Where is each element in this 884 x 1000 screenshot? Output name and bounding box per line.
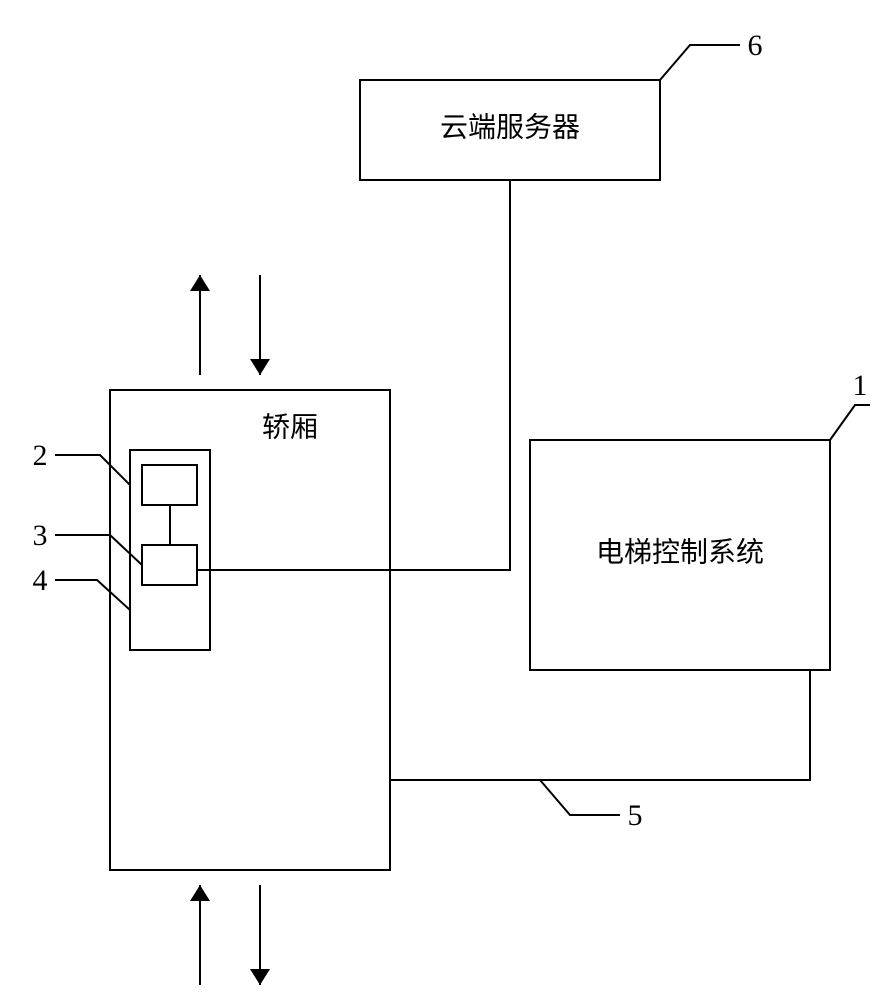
arrow-head [250,969,270,985]
elevator_control-label: 电梯控制系统 [596,536,764,568]
conn-control_to_car [390,670,810,780]
callout-line-2 [55,455,130,485]
callout-label-1: 1 [853,369,868,402]
callout-line-3 [55,535,142,565]
elevator_car-label: 轿厢 [262,411,318,443]
elevator_car-box [110,390,390,870]
callout-label-3: 3 [33,519,48,552]
callout-line-4 [55,580,130,610]
callout-line-5 [540,780,620,815]
callout-label-4: 4 [33,564,48,597]
arrow-head [250,359,270,375]
conn-cloud_to_car [197,180,510,570]
callout-line-6 [660,45,740,80]
arrow-head [190,275,210,291]
inner_bottom-box [142,545,197,585]
callout-label-6: 6 [748,29,763,62]
arrow-head [190,885,210,901]
callout-label-2: 2 [33,439,48,472]
inner_top-box [142,465,197,505]
callout-line-1 [830,405,870,440]
callout-label-5: 5 [628,799,643,832]
cloud_server-label: 云端服务器 [440,111,580,143]
